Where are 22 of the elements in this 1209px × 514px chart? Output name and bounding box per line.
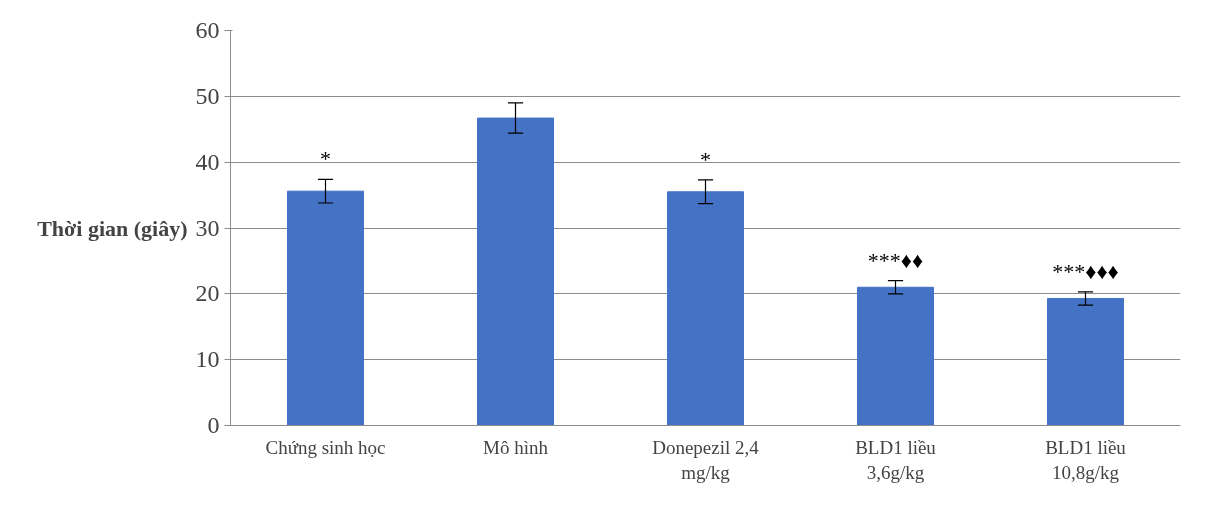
y-tick-label: 60	[195, 17, 220, 43]
x-tick-label: BLD1 liều 3,6g/kg	[855, 436, 937, 483]
y-tick-label: 40	[195, 148, 220, 175]
y-tick-label: 30	[195, 214, 220, 241]
bar	[857, 286, 934, 426]
annotation: *	[320, 146, 331, 172]
bar	[667, 191, 744, 426]
x-tick-label: Chứng sinh học	[265, 436, 386, 458]
bar	[1047, 297, 1124, 426]
y-tick-label: 0	[207, 412, 220, 438]
x-tick-label: BLD1 liều 10,8g/kg	[1045, 436, 1127, 483]
bar	[477, 117, 554, 426]
annotation: ***♦♦♦	[1052, 258, 1119, 284]
bar	[287, 190, 364, 426]
y-tick-label: 10	[195, 346, 220, 373]
x-tick-label: Mô hình	[483, 436, 549, 458]
annotation: ***♦♦	[867, 247, 924, 273]
y-axis-title: Thời gian (giây)	[37, 215, 188, 241]
x-tick-label: Donepezil 2,4 mg/kg	[652, 436, 760, 483]
y-tick-label: 50	[195, 82, 220, 109]
y-tick-label: 20	[195, 280, 220, 307]
annotation: *	[700, 146, 711, 172]
